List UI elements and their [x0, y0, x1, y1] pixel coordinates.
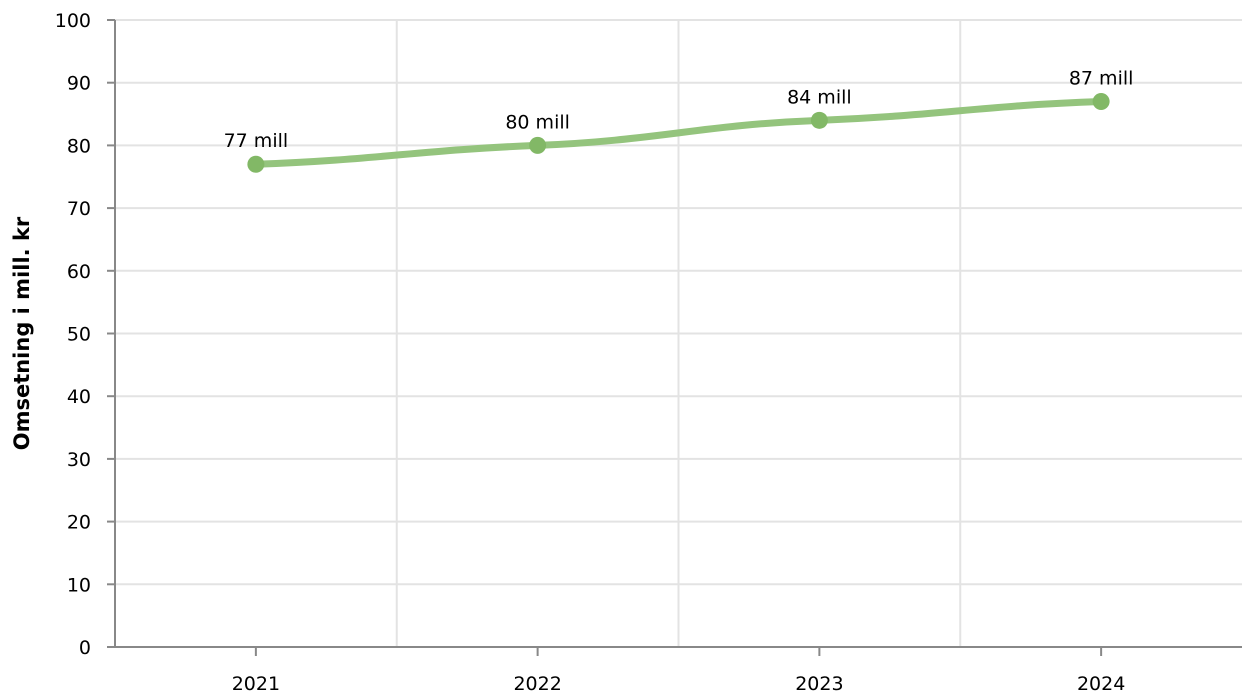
data-label: 84 mill — [787, 86, 852, 108]
y-tick-label: 90 — [67, 73, 91, 95]
y-tick-label: 50 — [67, 324, 91, 346]
x-tick-label: 2023 — [795, 673, 843, 695]
x-tick-label: 2024 — [1077, 673, 1125, 695]
y-tick-label: 70 — [67, 198, 91, 220]
grid — [115, 19, 1242, 647]
x-tick-label: 2022 — [513, 673, 561, 695]
y-tick-label: 10 — [67, 574, 91, 596]
x-tick-label: 2021 — [232, 673, 280, 695]
data-labels: 77 mill 80 mill 84 mill 87 mill — [224, 68, 1134, 153]
data-point — [247, 155, 265, 173]
series-line — [252, 98, 1105, 168]
y-axis-title: Omsetning i mill. kr — [10, 216, 34, 450]
y-tick-label: 40 — [67, 386, 91, 408]
data-label: 87 mill — [1069, 68, 1134, 90]
data-point — [529, 136, 547, 154]
y-tick-label: 60 — [67, 261, 91, 283]
data-label: 80 mill — [505, 111, 570, 133]
y-tick-label: 0 — [79, 637, 91, 659]
y-tick-label: 30 — [67, 449, 91, 471]
data-point — [1092, 93, 1110, 111]
x-axis-ticks: 2021 2022 2023 2024 — [232, 647, 1125, 695]
data-label: 77 mill — [224, 130, 289, 152]
y-tick-label: 100 — [55, 10, 91, 32]
y-axis-ticks: 0 10 20 30 40 50 60 70 80 90 100 — [55, 10, 115, 659]
series — [247, 93, 1110, 173]
y-tick-label: 80 — [67, 135, 91, 157]
data-point — [810, 111, 828, 129]
y-tick-label: 20 — [67, 512, 91, 534]
